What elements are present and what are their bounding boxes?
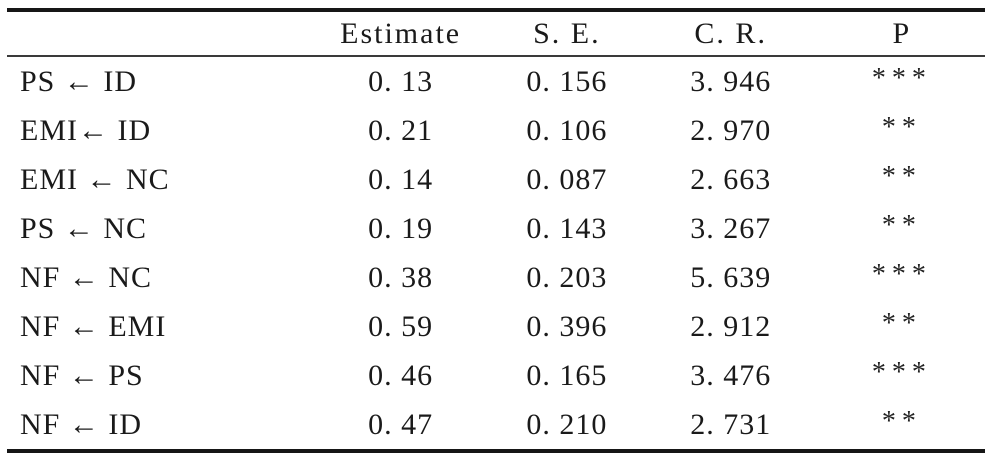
column-header-se: S. E. [491, 10, 643, 57]
cell-path: NF ← ID [20, 407, 143, 441]
cell-estimate: 0. 21 [368, 113, 434, 147]
column-header-cr: C. R. [642, 10, 819, 57]
significance-stars: ** [881, 209, 922, 241]
cell-cr: 2. 663 [690, 162, 772, 196]
cell-p: ** [819, 400, 985, 451]
cell-p: *** [819, 56, 985, 106]
cell-p: ** [819, 155, 985, 204]
cell-path: PS ← ID [20, 64, 138, 98]
cell-se: 0. 203 [526, 260, 608, 294]
cell-path: PS ← NC [20, 211, 148, 245]
table-row: NF ← PS 0. 46 0. 165 3. 476 *** [7, 351, 985, 400]
cell-se: 0. 210 [526, 407, 608, 441]
column-header-estimate: Estimate [310, 10, 492, 57]
cell-estimate: 0. 13 [368, 64, 434, 98]
significance-stars: *** [871, 258, 932, 290]
cell-se: 0. 087 [526, 162, 608, 196]
cell-cr: 3. 946 [690, 64, 772, 98]
cell-p: ** [819, 204, 985, 253]
cell-se: 0. 156 [526, 64, 608, 98]
column-header-p: P [818, 10, 985, 57]
cell-estimate: 0. 19 [368, 211, 434, 245]
table-body: PS ← ID 0. 13 0. 156 3. 946 *** EMI← ID 0. 21 0… [7, 56, 985, 451]
significance-stars: ** [881, 405, 922, 437]
cell-path: EMI← ID [20, 113, 152, 147]
cell-cr: 3. 267 [690, 211, 772, 245]
cell-path: EMI ← NC [20, 162, 170, 196]
cell-p: *** [819, 351, 985, 400]
significance-stars: ** [881, 160, 922, 192]
cell-se: 0. 106 [526, 113, 608, 147]
table-row: NF ← ID 0. 47 0. 210 2. 731 ** [7, 400, 985, 451]
table-row: EMI ← NC 0. 14 0. 087 2. 663 ** [7, 155, 985, 204]
cell-p: *** [819, 253, 985, 302]
cell-cr: 5. 639 [690, 260, 772, 294]
table-row: NF ← NC 0. 38 0. 203 5. 639 *** [7, 253, 985, 302]
cell-estimate: 0. 46 [368, 358, 434, 392]
cell-cr: 2. 970 [690, 113, 772, 147]
table-row: PS ← NC 0. 19 0. 143 3. 267 ** [7, 204, 985, 253]
cell-cr: 3. 476 [690, 358, 772, 392]
cell-estimate: 0. 47 [368, 407, 434, 441]
significance-stars: ** [881, 307, 922, 339]
cell-p: ** [819, 106, 985, 155]
cell-se: 0. 165 [526, 358, 608, 392]
cell-p: ** [819, 302, 985, 351]
cell-cr: 2. 731 [690, 407, 772, 441]
cell-estimate: 0. 14 [368, 162, 434, 196]
cell-se: 0. 396 [526, 309, 608, 343]
cell-cr: 2. 912 [690, 309, 772, 343]
cell-estimate: 0. 38 [368, 260, 434, 294]
cell-path: NF ← EMI [20, 309, 167, 343]
table-row: EMI← ID 0. 21 0. 106 2. 970 ** [7, 106, 985, 155]
table-row: NF ← EMI 0. 59 0. 396 2. 912 ** [7, 302, 985, 351]
significance-stars: ** [881, 111, 922, 143]
cell-path: NF ← NC [20, 260, 153, 294]
cell-path: NF ← PS [20, 358, 144, 392]
header-row: Estimate S. E. C. R. P [7, 10, 985, 57]
significance-stars: *** [871, 356, 932, 388]
cell-se: 0. 143 [526, 211, 608, 245]
sem-results-table: Estimate S. E. C. R. P PS ← ID 0. 13 0. 156 3.… [7, 8, 985, 453]
table-header: Estimate S. E. C. R. P [7, 10, 985, 57]
cell-estimate: 0. 59 [368, 309, 434, 343]
column-header-path [7, 10, 311, 57]
significance-stars: *** [871, 62, 932, 94]
table-row: PS ← ID 0. 13 0. 156 3. 946 *** [7, 56, 985, 106]
